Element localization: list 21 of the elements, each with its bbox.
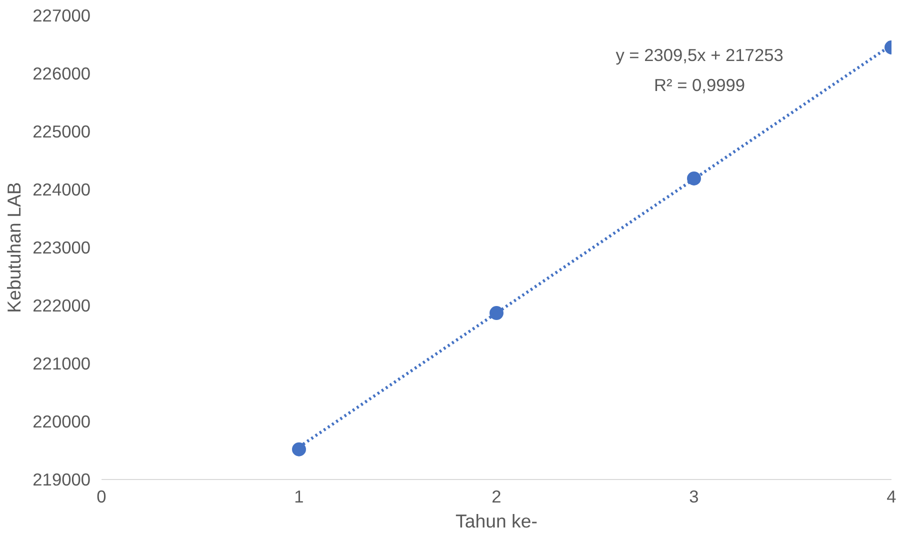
x-tick-label: 3 — [689, 486, 699, 506]
x-tick-label: 0 — [96, 486, 106, 506]
point — [687, 171, 701, 186]
annotation: R² = 0,9999 — [654, 75, 746, 96]
y-axis-title: Kebutuhan LAB — [4, 182, 25, 313]
annotation: y = 2309,5x + 217253 — [616, 44, 784, 65]
y-tick-label: 227000 — [32, 6, 91, 26]
y-tick-label: 219000 — [32, 470, 91, 490]
x-tick-label: 4 — [886, 486, 897, 506]
y-tick-label: 222000 — [32, 296, 91, 316]
point — [292, 442, 306, 456]
x-axis-title: Tahun ke- — [456, 510, 538, 532]
y-tick-label: 220000 — [32, 412, 91, 432]
y-tick-label: 223000 — [32, 238, 91, 258]
y-tick-label: 226000 — [32, 64, 91, 84]
point — [490, 306, 504, 320]
y-tick-label: 221000 — [32, 354, 91, 374]
x-tick-label: 2 — [492, 486, 502, 506]
x-tick-label: 1 — [294, 486, 304, 506]
y-tick-label: 224000 — [32, 180, 91, 200]
y-tick-label: 225000 — [32, 122, 91, 142]
